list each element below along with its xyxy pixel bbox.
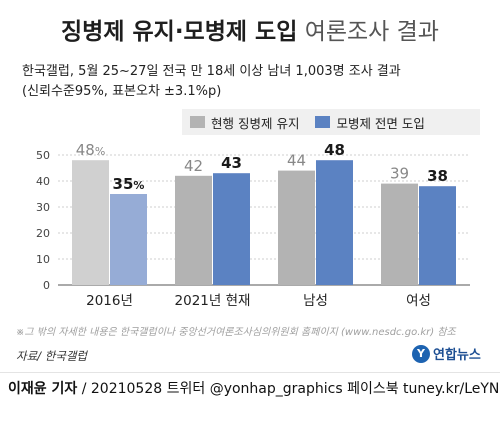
bar (72, 160, 109, 285)
x-tick-label: 2021년 현재 (175, 293, 251, 309)
logo-text: 연합뉴스 (433, 348, 481, 363)
bar (213, 173, 250, 285)
chart-title: 징병제 유지·모병제 도입 여론조사 결과 (0, 12, 500, 46)
data-label: 43 (221, 154, 242, 172)
title-secondary: 여론조사 결과 (304, 19, 439, 45)
bar (110, 194, 147, 285)
bar-chart: 0 10 20 30 40 50 48% 35% 2016년 42 43 2021년 현재 44 48 남성… (36, 141, 470, 309)
legend-swatch-volunteer (315, 116, 331, 128)
x-tick-label: 2016년 (86, 293, 133, 309)
footer-author: 이재윤 기자 (8, 381, 78, 397)
data-label: 48% (76, 141, 106, 159)
bar (175, 175, 212, 285)
y-tick-label: 40 (36, 175, 50, 188)
y-tick-label: 30 (36, 201, 50, 214)
y-tick-label: 0 (43, 279, 50, 292)
bar (278, 170, 315, 285)
legend-swatch-keep (190, 116, 205, 128)
data-label: 48 (324, 141, 345, 159)
bar (316, 160, 353, 285)
legend-label-keep: 현행 징병제 유지 (211, 115, 300, 131)
x-tick-label: 여성 (406, 293, 431, 309)
legend-item-keep: 현행 징병제 유지 (190, 113, 299, 132)
footer: 이재윤 기자 / 20210528 트위터 @yonhap_graphics 페… (0, 372, 500, 429)
bar (381, 183, 418, 285)
footer-line: 이재윤 기자 / 20210528 트위터 @yonhap_graphics 페… (8, 378, 500, 398)
title-main: 징병제 유지·모병제 도입 (61, 19, 298, 45)
subtitle-survey: 한국갤럽, 5월 25~27일 전국 만 18세 이상 남녀 1,003명 조사… (22, 64, 401, 79)
logo: Y 연합뉴스 (412, 344, 481, 363)
y-tick-label: 10 (36, 253, 50, 266)
bar (419, 186, 456, 285)
y-tick-label: 50 (36, 149, 50, 162)
data-label: 42 (184, 157, 203, 175)
x-tick-label: 남성 (303, 293, 328, 309)
footer-rest: / 20210528 트위터 @yonhap_graphics 페이스북 tun… (77, 381, 500, 397)
subtitle-margin: (신뢰수준95%, 표본오차 ±3.1%p) (22, 84, 222, 99)
source: 자료/ 한국갤럽 (16, 349, 88, 363)
data-label: 44 (287, 152, 306, 170)
note: ※그 밖의 자세한 내용은 한국갤럽이나 중앙선거여론조사심의위원회 홈페이지 … (16, 327, 456, 338)
logo-icon: Y (412, 344, 430, 363)
data-label: 38 (427, 167, 448, 185)
data-label: 39 (390, 165, 409, 183)
y-tick-label: 20 (36, 227, 50, 240)
data-label: 35% (113, 175, 145, 193)
legend-item-volunteer: 모병제 전면 도입 (315, 113, 425, 132)
legend: 현행 징병제 유지 모병제 전면 도입 (182, 109, 480, 135)
legend-label-volunteer: 모병제 전면 도입 (336, 115, 425, 131)
